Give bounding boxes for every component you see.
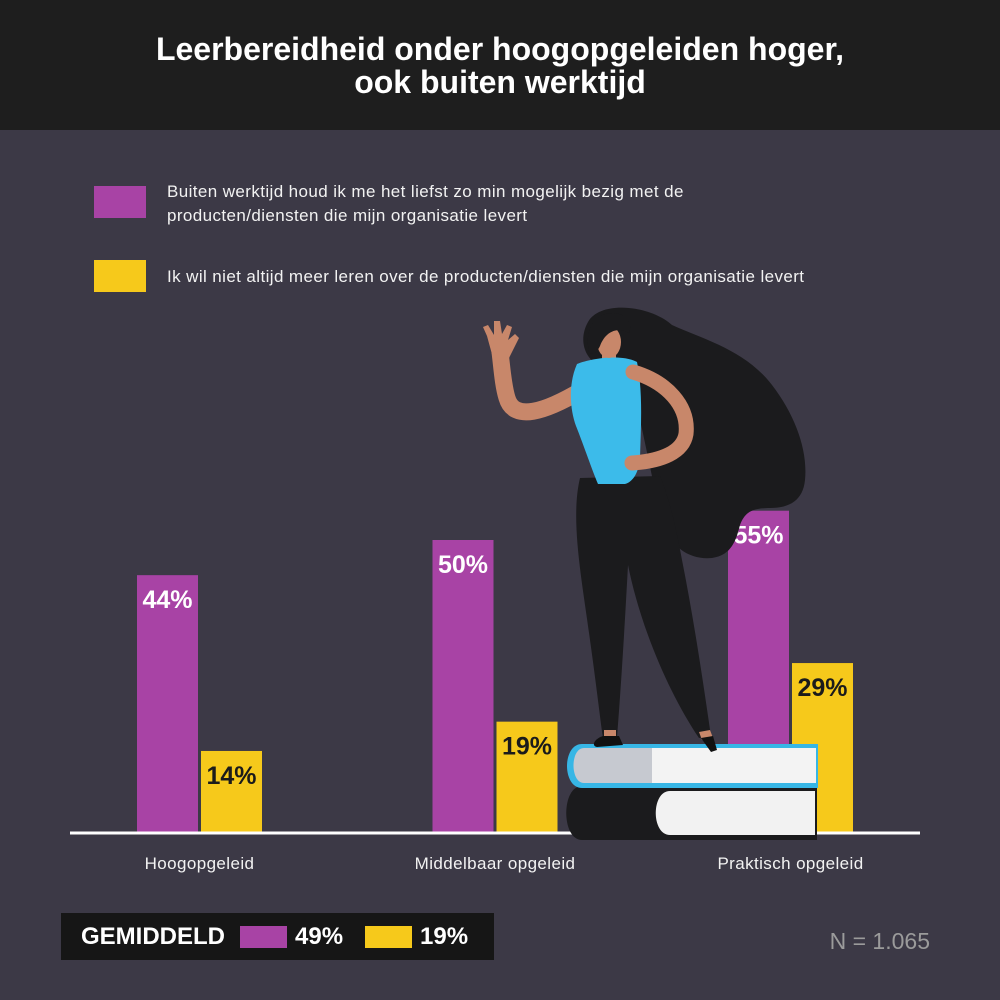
bar-value-label-series-1-hoogopgeleid: 44% — [142, 586, 192, 614]
pants — [576, 476, 711, 738]
header-band: Leerbereidheid onder hoogopgeleiden hoge… — [0, 0, 1000, 130]
left-shoe — [593, 736, 623, 747]
bar-value-label-series-2-praktisch-opgeleid: 29% — [797, 674, 847, 702]
top-book-pages — [652, 748, 816, 783]
blue-top — [570, 357, 642, 484]
book-stack — [566, 744, 818, 840]
raised-hand — [483, 321, 519, 358]
category-label-praktisch-opgeleid: Praktisch opgeleid — [717, 854, 863, 873]
bar-series-2-hoogopgeleid — [201, 750, 262, 833]
bar-value-label-series-2-hoogopgeleid: 14% — [206, 762, 256, 790]
chart-title: Leerbereidheid onder hoogopgeleiden hoge… — [155, 31, 845, 100]
average-label: GEMIDDELD — [81, 923, 225, 950]
sample-size-note: N = 1.065 — [829, 928, 930, 954]
category-label-hoogopgeleid: Hoogopgeleid — [145, 854, 255, 873]
average-summary-box: GEMIDDELD 49% 19% — [61, 913, 494, 960]
bar-value-label-series-1-middelbaar-opgeleid: 50% — [438, 551, 488, 579]
bar-series-1-hoogopgeleid — [137, 575, 198, 833]
legend-swatch-yellow — [94, 260, 146, 292]
hip-arm — [624, 364, 694, 471]
bar-value-label-series-1-praktisch-opgeleid: 55% — [733, 522, 783, 550]
raised-arm — [491, 343, 591, 421]
average-value-series-2: 19% — [420, 923, 469, 950]
woman-figure — [483, 307, 806, 752]
bar-series-1-middelbaar-opgeleid — [432, 540, 494, 833]
labels-layer: 44% 14% Hoogopgeleid 50% 19% Middelbaar opgel… — [142, 522, 863, 873]
hair-front — [587, 312, 631, 354]
woman-on-books-illustration — [483, 307, 818, 840]
bottom-book-pages — [655, 791, 815, 835]
average-swatch-purple — [240, 926, 287, 948]
legend-label-series-1: Buiten werktijd houd ik me het liefst zo… — [167, 182, 684, 225]
legend-swatch-purple — [94, 186, 146, 218]
legend-label-series-2: Ik wil niet altijd meer leren over de pr… — [167, 267, 805, 286]
bar-series-2-middelbaar-opgeleid — [496, 721, 558, 833]
bar-value-label-series-2-middelbaar-opgeleid: 19% — [502, 733, 552, 761]
average-value-series-1: 49% — [295, 923, 344, 950]
category-label-middelbaar-opgeleid: Middelbaar opgeleid — [415, 854, 576, 873]
average-swatch-yellow — [365, 926, 412, 948]
right-shoe — [701, 736, 717, 752]
left-ankle — [604, 730, 616, 738]
